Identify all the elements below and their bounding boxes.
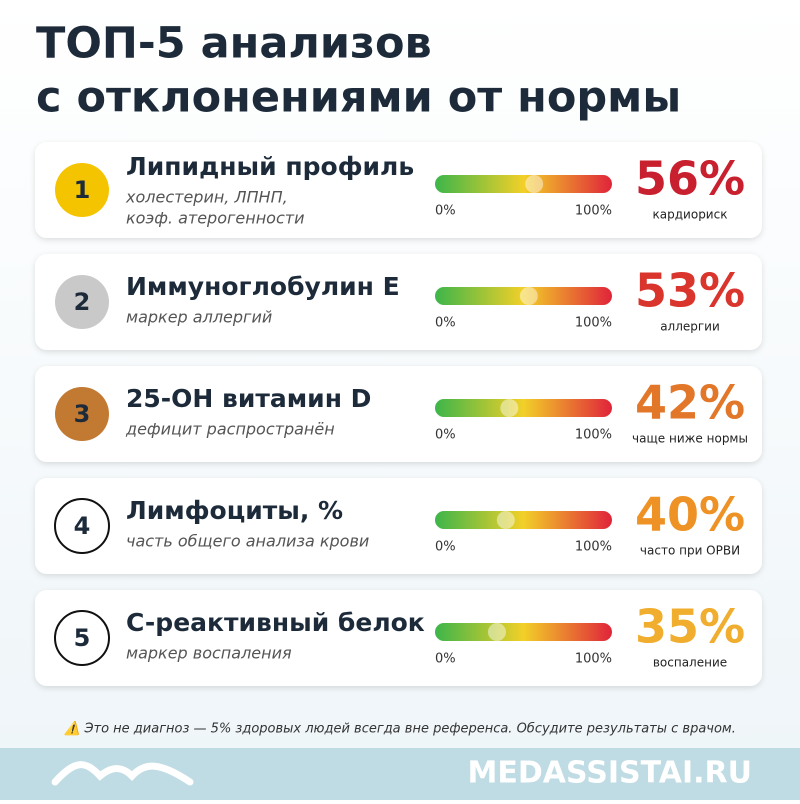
test-subtitle: маркер аллергий (126, 308, 272, 327)
brand: MEDASSISTAI.RU (468, 756, 752, 791)
test-name: Лимфоциты, % (126, 496, 343, 525)
test-subtitle: часть общего анализа крови (126, 532, 369, 551)
percent: 35% (635, 600, 745, 654)
scale-bar (435, 399, 612, 417)
rank-badge (54, 610, 110, 666)
scale-min: 0% (435, 204, 456, 219)
rank: 4 (74, 512, 91, 540)
test-subtitle: коэф. атерогенности (126, 209, 304, 228)
rank: 5 (74, 624, 91, 652)
test-subtitle: дефицит распространён (125, 420, 335, 439)
caption: часто при ОРВИ (640, 544, 740, 558)
scale-min: 0% (435, 428, 456, 443)
card (35, 590, 762, 686)
warning: ⚠️ Это не диагноз — 5% здоровых людей вс… (64, 721, 736, 737)
scale-min: 0% (435, 316, 456, 331)
card (35, 366, 762, 462)
percent: 56% (635, 152, 745, 206)
scale-bar (435, 175, 612, 193)
test-name: 25-OH витамин D (126, 384, 371, 413)
test-subtitle: холестерин, ЛПНП, (125, 188, 288, 207)
percent: 42% (635, 376, 745, 430)
caption: аллергии (660, 320, 720, 334)
card (35, 254, 762, 350)
scale-bar (435, 623, 612, 641)
test-name: Иммуноглобулин E (126, 272, 400, 301)
scale-bar (435, 287, 612, 305)
logo (51, 761, 194, 786)
caption: кардиориск (653, 208, 728, 222)
title: ТОП-5 анализов (36, 19, 432, 69)
rank-badge (55, 275, 109, 329)
scale-max: 100% (575, 204, 612, 219)
scale-max: 100% (575, 316, 612, 331)
value-marker (496, 511, 515, 529)
test-subtitle: маркер воспаления (126, 644, 292, 663)
card (35, 142, 762, 238)
test-name: C-реактивный белок (126, 608, 425, 637)
rank: 3 (74, 400, 91, 428)
value-marker (525, 175, 544, 193)
test-name: Липидный профиль (126, 152, 414, 181)
value-marker (487, 623, 506, 641)
scale-max: 100% (575, 652, 612, 667)
rank-badge (55, 387, 109, 441)
caption: воспаление (653, 656, 727, 670)
card (35, 478, 762, 574)
value-marker (500, 399, 519, 417)
scale-max: 100% (575, 428, 612, 443)
value-marker (519, 287, 538, 305)
scale-min: 0% (435, 540, 456, 555)
rank-badge (54, 498, 110, 554)
scale-max: 100% (575, 540, 612, 555)
rank: 2 (74, 288, 91, 316)
rank: 1 (74, 176, 91, 204)
title: с отклонениями от нормы (36, 73, 681, 123)
percent: 40% (635, 488, 745, 542)
rank-badge (55, 163, 109, 217)
scale-min: 0% (435, 652, 456, 667)
percent: 53% (635, 264, 745, 318)
caption: чаще ниже нормы (632, 432, 748, 446)
scale-bar (435, 511, 612, 529)
